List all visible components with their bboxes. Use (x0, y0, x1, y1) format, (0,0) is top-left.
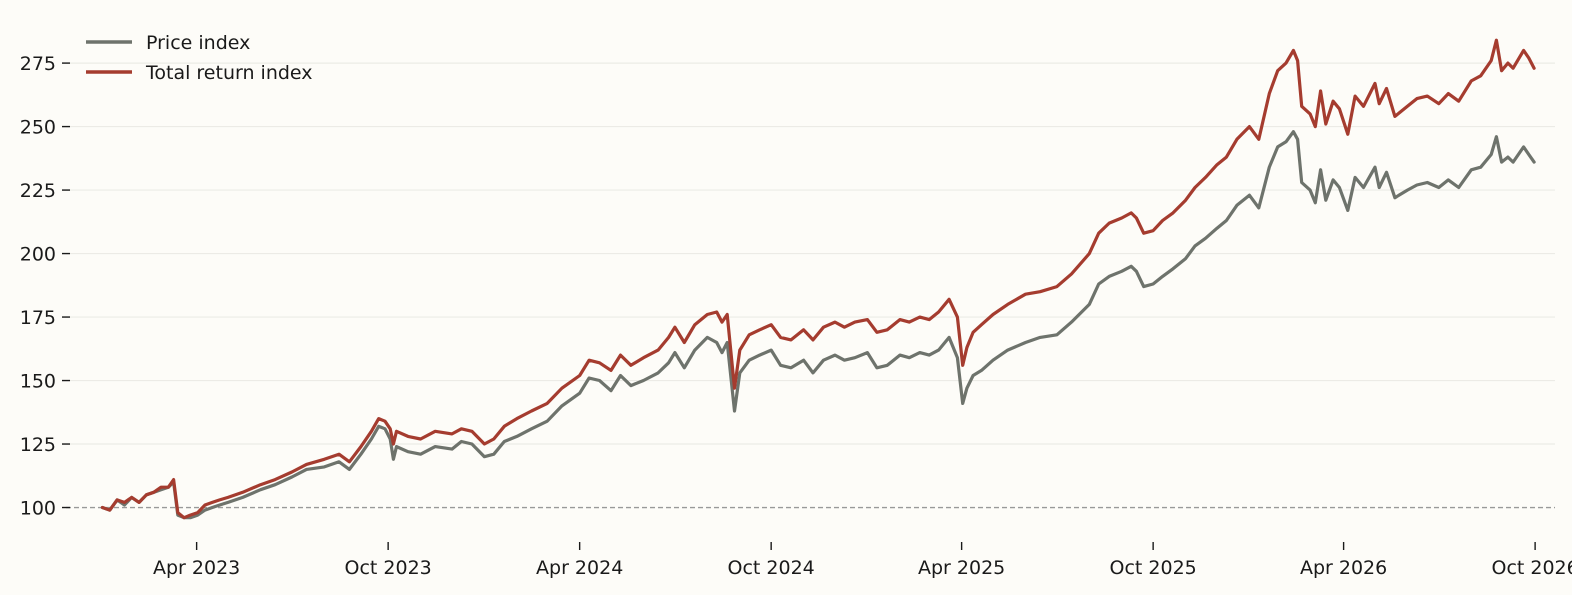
x-tick-label: Apr 2025 (918, 557, 1005, 579)
y-tick-label: 175 (20, 307, 56, 329)
y-tick-label: 275 (20, 53, 56, 75)
y-tick-label: 250 (20, 117, 56, 139)
y-tick-label: 200 (20, 244, 56, 266)
legend-label: Price index (146, 32, 250, 54)
x-tick-label: Oct 2026 (1491, 557, 1572, 579)
y-tick-label: 150 (20, 371, 56, 393)
x-tick-label: Oct 2025 (1110, 557, 1197, 579)
series-line-total-return-index (100, 38, 1536, 520)
y-tick-label: 125 (20, 434, 56, 456)
legend-label: Total return index (145, 62, 313, 84)
x-tick-label: Apr 2023 (153, 557, 240, 579)
y-tick-label: 225 (20, 180, 56, 202)
y-axis: 100 125 150 175 200 225 250 275 (20, 53, 70, 520)
x-tick-label: Oct 2024 (728, 557, 815, 579)
x-tick-label: Apr 2026 (1300, 557, 1387, 579)
legend: Price index Total return index (86, 32, 313, 84)
x-tick-label: Apr 2024 (536, 557, 623, 579)
x-tick-label: Oct 2023 (345, 557, 432, 579)
series-lines (100, 38, 1536, 520)
series-line-price-index (100, 130, 1536, 520)
x-axis: Apr 2023 Oct 2023 Apr 2024 Oct 2024 Apr 2025… (153, 542, 1572, 579)
gridlines (70, 62, 1555, 445)
y-tick-label: 100 (20, 498, 56, 520)
